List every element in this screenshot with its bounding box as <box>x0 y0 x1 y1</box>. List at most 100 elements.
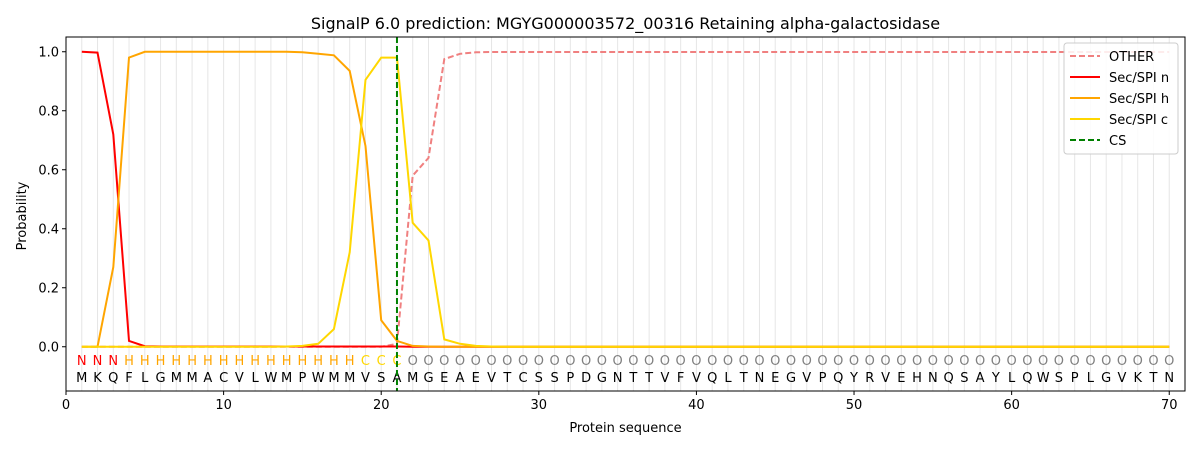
residue-64: P <box>1071 371 1079 386</box>
region-label-1: N <box>77 354 87 369</box>
region-label-14: H <box>282 354 292 369</box>
region-label-17: H <box>329 354 339 369</box>
region-label-30: O <box>534 354 544 369</box>
residue-15: P <box>298 371 306 386</box>
residue-49: Q <box>833 371 843 386</box>
region-label-22: O <box>408 354 418 369</box>
residue-55: N <box>928 371 938 386</box>
residue-41: Q <box>707 371 717 386</box>
residue-27: V <box>487 371 496 386</box>
chart-title: SignalP 6.0 prediction: MGYG000003572_00… <box>311 14 940 34</box>
region-label-70: O <box>1164 354 1174 369</box>
region-label-58: O <box>975 354 985 369</box>
x-tick-label-60: 60 <box>1003 398 1020 413</box>
region-label-61: O <box>1022 354 1032 369</box>
region-label-69: O <box>1148 354 1158 369</box>
residue-42: L <box>724 371 732 386</box>
residue-44: N <box>755 371 765 386</box>
region-label-63: O <box>1054 354 1064 369</box>
region-label-27: O <box>486 354 496 369</box>
residue-23: G <box>423 371 433 386</box>
residue-39: F <box>677 371 684 386</box>
residue-28: T <box>502 371 511 386</box>
region-label-48: O <box>817 354 827 369</box>
residue-6: G <box>156 371 166 386</box>
y-tick-label-4: 0.8 <box>38 104 59 119</box>
series-line-sec-spi-n <box>81 50 1170 348</box>
residue-32: P <box>566 371 574 386</box>
region-label-5: H <box>140 354 150 369</box>
region-label-10: H <box>219 354 229 369</box>
residue-68: K <box>1133 371 1142 386</box>
region-label-53: O <box>896 354 906 369</box>
residue-18: M <box>344 371 355 386</box>
region-label-19: C <box>361 354 370 369</box>
region-label-7: H <box>171 354 181 369</box>
region-label-8: H <box>187 354 197 369</box>
region-label-66: O <box>1101 354 1111 369</box>
region-label-45: O <box>770 354 780 369</box>
region-label-54: O <box>912 354 922 369</box>
region-label-52: O <box>880 354 890 369</box>
region-label-67: O <box>1117 354 1127 369</box>
region-label-28: O <box>502 354 512 369</box>
region-label-38: O <box>660 354 670 369</box>
x-tick-label-20: 20 <box>373 398 390 413</box>
residue-17: M <box>328 371 339 386</box>
region-label-50: O <box>849 354 859 369</box>
legend: OTHER Sec/SPI n Sec/SPI h Sec/SPI c CS <box>1063 42 1179 155</box>
region-label-33: O <box>581 354 591 369</box>
region-label-65: O <box>1085 354 1095 369</box>
residue-48: P <box>819 371 827 386</box>
residue-30: S <box>535 371 543 386</box>
residue-1: M <box>76 371 87 386</box>
region-label-23: O <box>423 354 433 369</box>
region-label-57: O <box>959 354 969 369</box>
region-label-4: H <box>124 354 134 369</box>
region-label-68: O <box>1133 354 1143 369</box>
residue-19: V <box>361 371 370 386</box>
region-label-18: H <box>345 354 355 369</box>
region-label-15: H <box>298 354 308 369</box>
residue-66: G <box>1101 371 1111 386</box>
region-label-47: O <box>802 354 812 369</box>
residue-2: K <box>93 371 102 386</box>
region-label-40: O <box>691 354 701 369</box>
residue-4: F <box>125 371 132 386</box>
x-tick-label-30: 30 <box>531 398 548 413</box>
region-label-60: O <box>1007 354 1017 369</box>
residue-60: L <box>1008 371 1016 386</box>
region-label-35: O <box>613 354 623 369</box>
residue-35: N <box>613 371 623 386</box>
region-label-49: O <box>833 354 843 369</box>
residue-59: Y <box>991 371 1000 386</box>
residue-20: S <box>377 371 385 386</box>
residue-37: T <box>644 371 653 386</box>
series-line-sec-spi-c <box>81 56 1170 348</box>
residue-57: S <box>960 371 968 386</box>
legend-label-sec-spi-c: Sec/SPI c <box>1109 113 1168 128</box>
region-label-39: O <box>676 354 686 369</box>
residue-69: T <box>1149 371 1158 386</box>
region-label-43: O <box>739 354 749 369</box>
residue-21: A <box>393 371 402 386</box>
region-label-20: C <box>377 354 386 369</box>
residue-9: A <box>203 371 212 386</box>
residue-54: H <box>912 371 922 386</box>
residue-47: V <box>802 371 811 386</box>
residue-13: W <box>264 371 277 386</box>
residue-11: V <box>235 371 244 386</box>
residue-16: W <box>312 371 325 386</box>
region-label-59: O <box>991 354 1001 369</box>
residue-29: C <box>519 371 528 386</box>
region-label-11: H <box>234 354 244 369</box>
y-tick-label-0: 0.0 <box>38 340 59 355</box>
residue-3: Q <box>108 371 118 386</box>
legend-label-cs: CS <box>1109 134 1126 149</box>
axis-ticks: 0 10 20 30 40 50 60 70 0.0 0.2 0.4 0.6 0.8 1.0 <box>38 45 1177 413</box>
region-label-9: H <box>203 354 213 369</box>
residue-31: S <box>550 371 558 386</box>
region-label-62: O <box>1038 354 1048 369</box>
